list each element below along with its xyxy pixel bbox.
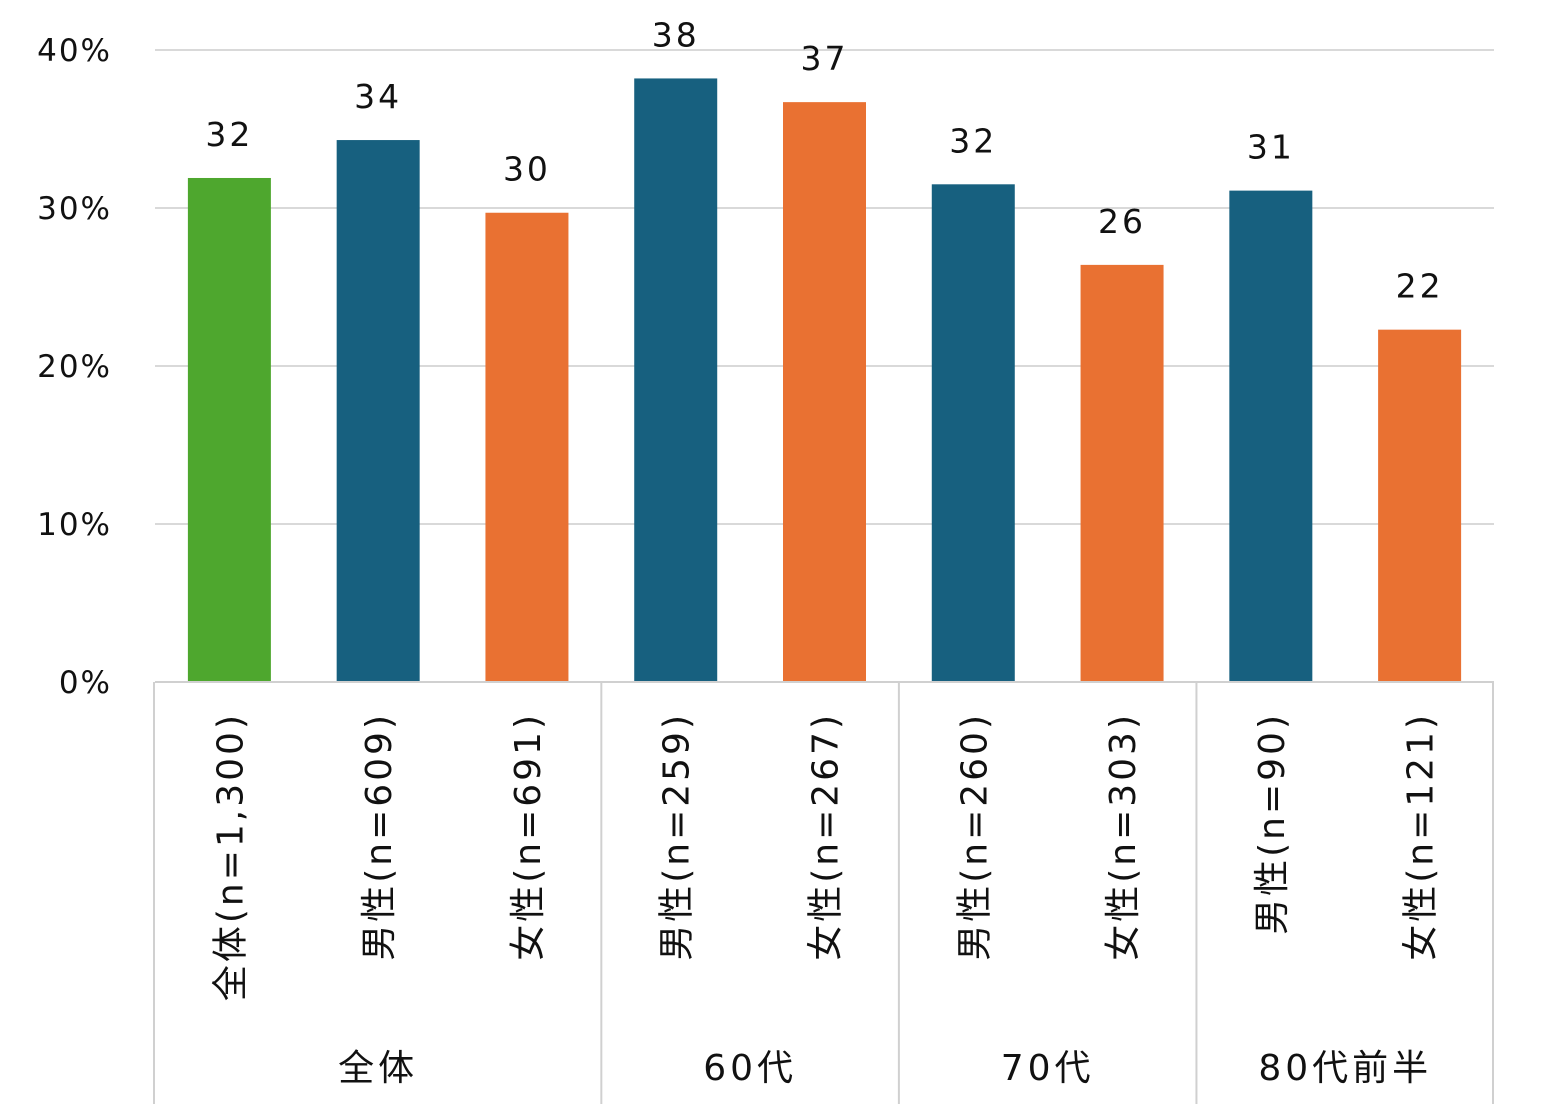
category-label: 女性(n=303)	[1103, 712, 1144, 961]
category-label: 女性(n=267)	[806, 712, 847, 961]
bar	[336, 140, 420, 682]
category-label: 女性(n=691)	[508, 712, 549, 961]
y-axis-tick-labels: 0% 10% 20% 30% 40%	[37, 33, 112, 701]
data-label: 22	[1396, 267, 1444, 306]
group-label: 70代	[1001, 1048, 1095, 1089]
data-label: 30	[503, 150, 551, 189]
y-tick-label: 40%	[37, 33, 112, 69]
category-label: 全体(n=1,300)	[210, 712, 251, 1001]
group-label: 60代	[703, 1048, 797, 1089]
group-label: 80代前半	[1258, 1048, 1432, 1089]
data-label: 32	[949, 121, 997, 160]
bar	[783, 102, 866, 682]
y-tick-label: 0%	[59, 665, 112, 701]
bar	[187, 177, 271, 683]
data-label: 32	[205, 115, 253, 154]
category-label: 女性(n=121)	[1401, 712, 1442, 961]
category-axis: 全体(n=1,300) 男性(n=609) 女性(n=691) 男性(n=259) 女性…	[153, 681, 1494, 1104]
bar	[1080, 264, 1164, 682]
data-label: 37	[801, 39, 849, 78]
bars	[187, 78, 1462, 683]
bar	[634, 78, 718, 682]
y-tick-label: 20%	[37, 349, 112, 385]
category-label: 男性(n=609)	[359, 712, 400, 961]
data-label: 26	[1098, 202, 1146, 241]
y-tick-label: 10%	[37, 507, 112, 543]
data-label: 34	[354, 77, 402, 116]
bar	[1378, 329, 1462, 682]
bar	[1229, 190, 1313, 682]
y-tick-label: 30%	[37, 191, 112, 227]
data-label: 38	[652, 15, 700, 54]
category-label: 男性(n=90)	[1252, 712, 1293, 935]
category-label: 男性(n=259)	[657, 712, 698, 961]
category-label: 男性(n=260)	[954, 712, 995, 961]
bar	[931, 184, 1015, 683]
bar	[485, 212, 569, 683]
data-label: 31	[1247, 128, 1295, 167]
group-label: 全体	[338, 1048, 418, 1089]
data-labels: 32 34 30 38 37 32 26 31 22	[205, 15, 1444, 306]
